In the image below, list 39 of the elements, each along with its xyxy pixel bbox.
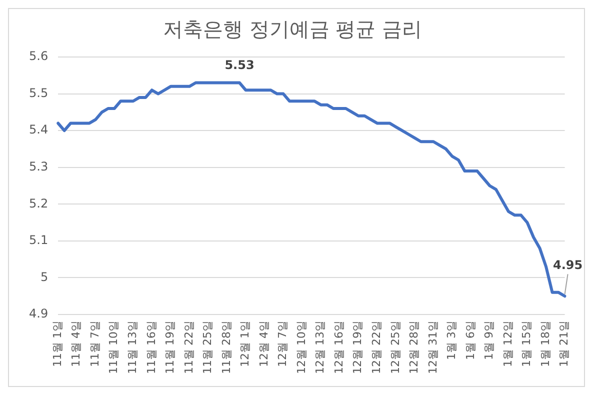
y-tick-label: 4.9 <box>28 306 48 321</box>
data-label: 5.53 <box>224 58 254 72</box>
x-tick-label: 12월 13일 <box>314 320 327 374</box>
x-tick-label: 11월 22일 <box>182 320 196 374</box>
x-tick-label: 12월 16일 <box>332 320 346 374</box>
x-tick-label: 11월 28일 <box>220 320 233 374</box>
x-tick-label: 12월 25일 <box>388 320 402 374</box>
x-tick-label: 12월 31일 <box>426 320 440 374</box>
y-tick-label: 5 <box>40 270 48 284</box>
chart-title: 저축은행 정기예금 평균 금리 <box>162 17 422 42</box>
x-tick-label: 1월 18일 <box>538 320 552 368</box>
x-tick-label: 11월 19일 <box>164 320 177 374</box>
y-tick-label: 5.2 <box>28 196 48 210</box>
x-tick-label: 1월 9일 <box>482 320 496 360</box>
x-tick-label: 11월 25일 <box>201 320 214 374</box>
y-tick-label: 5.1 <box>28 233 48 248</box>
x-tick-label: 11월 4일 <box>70 320 83 368</box>
x-tick-label: 1월 3일 <box>445 320 458 360</box>
x-tick-label: 11월 13일 <box>126 320 140 374</box>
x-tick-label: 1월 15일 <box>520 320 534 368</box>
y-tick-label: 5.6 <box>28 49 48 64</box>
x-tick-label: 12월 28일 <box>408 320 421 374</box>
y-tick-label: 5.5 <box>28 86 48 100</box>
x-tick-label: 1월 21일 <box>558 320 571 368</box>
x-tick-label: 12월 10일 <box>294 320 308 374</box>
x-tick-label: 11월 10일 <box>107 320 120 374</box>
data-label: 4.95 <box>552 258 583 272</box>
x-tick-label: 11월 16일 <box>144 320 158 374</box>
x-tick-label: 12월 1일 <box>238 320 252 368</box>
x-tick-label: 11월 1일 <box>50 320 64 368</box>
x-tick-label: 1월 12일 <box>501 320 514 368</box>
x-tick-label: 12월 22일 <box>370 320 383 374</box>
x-tick-label: 12월 19일 <box>351 320 364 374</box>
x-tick-label: 12월 7일 <box>276 320 290 368</box>
y-tick-label: 5.3 <box>28 159 48 174</box>
x-tick-label: 12월 4일 <box>257 320 270 368</box>
x-tick-label: 1월 6일 <box>464 320 477 360</box>
x-tick-label: 11월 7일 <box>88 320 102 368</box>
y-tick-label: 5.4 <box>28 122 48 137</box>
